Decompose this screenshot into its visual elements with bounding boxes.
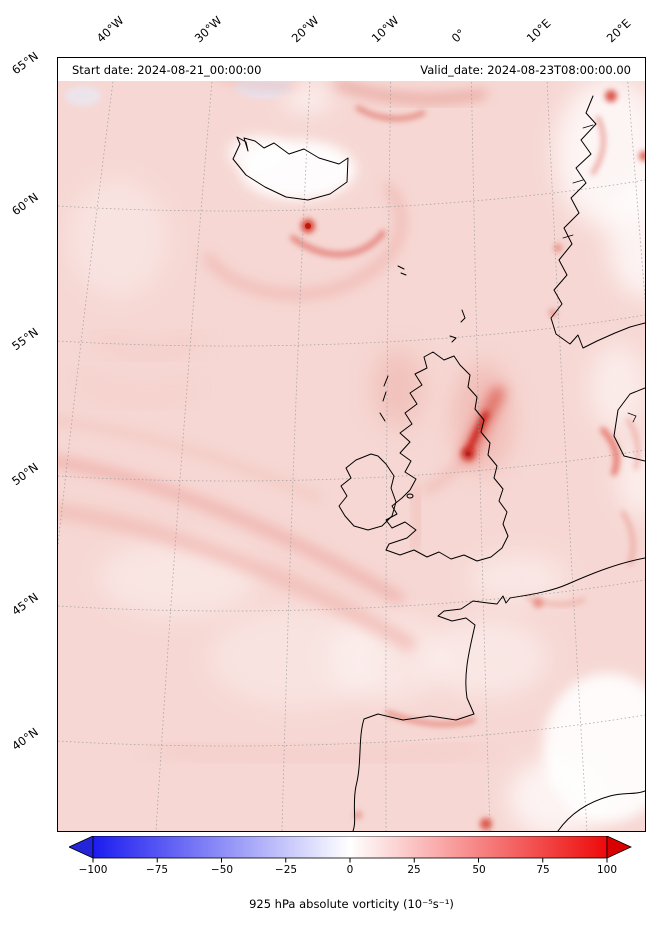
colorbar-tick-marks	[92, 858, 608, 863]
coastline-great-britain	[385, 351, 509, 562]
coastline-denmark	[613, 387, 645, 462]
coastline-mediterranean-spain	[557, 790, 645, 831]
coastline-orkney	[449, 335, 457, 343]
lon-tick-label: 20°E	[603, 16, 634, 46]
meridian-10E	[545, 58, 588, 831]
coastlines	[232, 95, 645, 831]
colorbar-tick-label: 75	[536, 864, 550, 876]
meridian-10W	[385, 58, 392, 831]
colorbar-tick-label: 100	[596, 864, 618, 876]
colorbar-caption: 925 hPa absolute vorticity (10⁻⁵s⁻¹)	[249, 897, 454, 911]
coastline-norway	[550, 95, 645, 349]
colorbar-tick-label: −75	[145, 864, 169, 876]
colorbar-tick-label: 50	[472, 864, 486, 876]
parallel-50N	[58, 449, 645, 482]
meridian-40W	[58, 58, 117, 549]
vorticity-map	[58, 58, 645, 831]
colorbar-over-arrow	[606, 835, 632, 859]
parallel-60N	[58, 179, 645, 212]
parallel-55N	[58, 314, 645, 347]
lat-tick-label: 50°N	[9, 459, 41, 489]
colorbar	[68, 835, 632, 865]
lon-tick-label: 0°	[448, 26, 468, 46]
coastline-norway-fjords	[562, 124, 637, 423]
coastline-shetland	[460, 309, 466, 323]
colorbar-gradient	[92, 835, 608, 859]
meridian-30W	[155, 58, 215, 831]
coastline-hebrides	[379, 375, 389, 422]
lat-tick-label: 55°N	[9, 324, 41, 354]
meridian-20W	[281, 58, 312, 831]
lat-tick-label: 40°N	[9, 724, 41, 754]
date-bar: Start date: 2024-08-21_00:00:00 Valid_da…	[58, 58, 645, 81]
coastline-continental-europe	[352, 557, 645, 831]
valid-date-label: Valid_date: 2024-08-23T08:00:00.00	[420, 62, 631, 77]
lat-tick-label: 60°N	[9, 189, 41, 219]
lat-tick-label: 45°N	[9, 589, 41, 619]
meridian-0	[470, 58, 491, 831]
colorbar-tick-label: 0	[346, 864, 354, 876]
coastline-iceland	[232, 136, 349, 201]
coastline-faroe-islands	[397, 265, 407, 276]
coastline-isle-of-man	[406, 493, 414, 499]
coastline-ireland	[338, 453, 397, 531]
map-panel: Start date: 2024-08-21_00:00:00 Valid_da…	[57, 57, 646, 832]
lon-tick-label: 30°W	[191, 13, 225, 46]
vorticity-field-bands	[58, 65, 636, 763]
lon-tick-label: 20°W	[288, 13, 322, 46]
lon-tick-label: 10°W	[368, 13, 402, 46]
lat-tick-label: 65°N	[9, 48, 41, 78]
parallel-40N	[58, 714, 645, 747]
colorbar-tick-label: −50	[210, 864, 234, 876]
colorbar-under-arrow	[68, 835, 94, 859]
parallel-45N	[58, 579, 645, 612]
colorbar-tick-label: −100	[78, 864, 108, 876]
lon-tick-label: 10°E	[523, 16, 554, 46]
graticule	[58, 58, 645, 831]
colorbar-tick-label: 25	[407, 864, 421, 876]
lon-tick-label: 40°W	[93, 13, 127, 46]
start-date-label: Start date: 2024-08-21_00:00:00	[72, 62, 262, 77]
colorbar-tick-label: −25	[274, 864, 298, 876]
